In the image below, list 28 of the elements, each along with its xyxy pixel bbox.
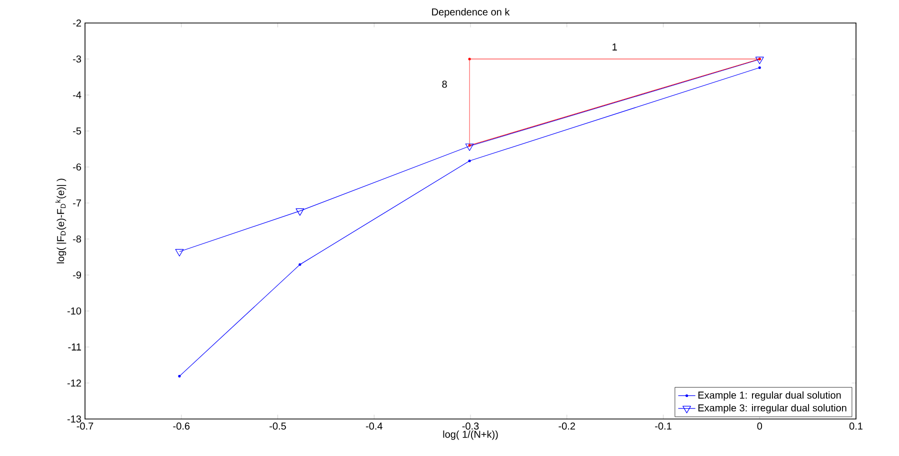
- y-tick-label: -7: [73, 200, 81, 206]
- x-tick-label: -0.6: [173, 422, 190, 430]
- x-axis-title: log( 1/(N+k)): [443, 430, 498, 440]
- y-tick-label: -3: [73, 55, 82, 63]
- y-axis-title: log( |F$_{D}$(e)-F$_{D}$$^{k}$(e)| ): [55, 178, 66, 264]
- annotation: 8: [442, 80, 447, 88]
- y-tick-label: -6: [73, 163, 82, 171]
- x-tick-label: -0.4: [366, 422, 382, 430]
- x-tick-label: -0.3: [462, 422, 479, 430]
- annotation: 1: [612, 44, 617, 50]
- x-tick-label: -0.7: [76, 422, 94, 430]
- y-tick-label: -4: [73, 92, 82, 98]
- x-tick-label: 0: [757, 422, 762, 430]
- x-tick-label: -0.5: [270, 422, 286, 430]
- x-tick-label: -0.2: [558, 422, 575, 430]
- legend-label: Example 1: regular dual solution: [698, 391, 841, 401]
- y-tick-label: -5: [73, 128, 82, 134]
- y-tick-label: -12: [67, 380, 81, 386]
- x-tick-label: 0.1: [849, 422, 862, 430]
- y-tick-label: -11: [68, 344, 81, 350]
- y-tick-label: -9: [73, 271, 82, 279]
- y-tick-label: -8: [73, 235, 82, 243]
- chart-title: Dependence on k: [432, 8, 510, 18]
- legend-label: Example 3: irregular dual solution: [698, 404, 846, 414]
- y-tick-label: -13: [67, 415, 82, 423]
- y-tick-label: -10: [67, 307, 82, 315]
- x-tick-label: -0.1: [655, 422, 672, 430]
- y-tick-label: -2: [73, 20, 81, 26]
